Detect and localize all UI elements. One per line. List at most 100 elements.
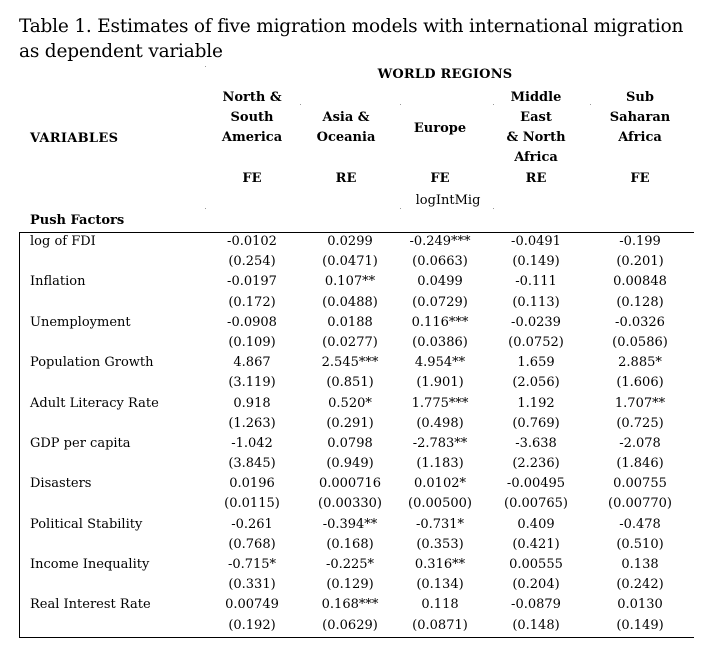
coefficient-cell: -0.0102 [227,234,277,249]
table-caption: Table 1. Estimates of five migration mod… [19,16,684,62]
standard-error-cell: (1.606) [616,375,664,391]
coefficient-cell: 0.116*** [411,314,469,330]
table-row-coefficients: Population Growth 4.867 2.545*** 4.954** 1.6… [0,355,705,375]
standard-error-cell: (0.769) [512,415,560,431]
coefficient-cell: 0.0798 [327,435,373,451]
coefficient-cell: 0.520* [328,395,372,411]
column-header-line: Europe [413,121,467,136]
coefficient-cell: 0.107** [324,274,376,290]
separator-dot [493,208,494,209]
standard-error-cell: (0.113) [512,294,560,310]
variable-name: log of FDI [30,234,96,249]
coefficient-cell: 1.659 [517,355,555,371]
table-row-standard-errors: (0.0115) (0.00330) (0.00500) (0.00765) (0.00… [0,496,705,516]
coefficient-cell: 4.954** [414,355,466,371]
coefficient-cell: -2.783** [412,435,468,451]
separator-dot [400,208,401,209]
standard-error-cell: (0.0871) [412,617,468,633]
standard-error-cell: (0.00765) [504,496,568,512]
separator-dot [493,104,494,105]
coefficient-cell: -0.478 [619,516,661,532]
coefficient-cell: -3.638 [515,435,557,451]
separator-dot [300,104,301,105]
column-header-line: Sub [626,90,654,105]
coefficient-cell: -0.00495 [506,476,566,492]
coefficient-cell: 0.118 [421,597,459,613]
standard-error-cell: (0.128) [616,294,664,310]
column-header-middle-east-north-africa: Middle East & North Africa [496,88,576,168]
standard-error-cell: (0.109) [228,334,276,350]
standard-error-cell: (0.421) [512,536,560,552]
table-row-coefficients: Income Inequality -0.715* -0.225* 0.316** 0.… [0,557,705,577]
standard-error-cell: (0.00330) [318,496,382,512]
table-row-standard-errors: (0.331) (0.129) (0.134) (0.204) (0.242) [0,577,705,597]
standard-error-cell: (1.263) [228,415,276,431]
coefficient-cell: 0.316** [414,557,466,572]
standard-error-cell: (0.0115) [224,496,280,512]
standard-error-cell: (1.901) [416,375,464,391]
standard-error-cell: (0.0471) [322,254,378,270]
standard-error-cell: (0.498) [416,415,464,431]
standard-error-cell: (0.204) [512,577,560,593]
coefficient-cell: 0.000716 [318,476,382,492]
standard-error-cell: (0.949) [326,456,374,472]
variables-header: VARIABLES [30,131,119,146]
column-header-line: Africa [514,150,558,165]
table-row-standard-errors: (0.172) (0.0488) (0.0729) (0.113) (0.128) [0,295,705,315]
standard-error-cell: (0.254) [228,254,276,270]
variable-name: Inflation [30,274,86,290]
column-header-north-south-america: North & South America [212,88,292,148]
coefficient-cell: -0.0197 [227,274,277,290]
variable-name: Adult Literacy Rate [30,395,159,411]
coefficient-cell: -0.261 [231,516,273,532]
table-left-rule [19,232,20,637]
coefficient-cell: 4.867 [233,355,271,371]
coefficient-cell: 0.918 [233,395,271,411]
table-row-coefficients: Real Interest Rate 0.00749 0.168*** 0.118 -0… [0,597,705,617]
coefficient-cell: 0.409 [517,516,555,532]
standard-error-cell: (3.119) [228,375,276,391]
column-header-line: South [230,110,274,125]
coefficient-cell: 0.0188 [327,314,373,330]
model-type-col3: FE [430,171,450,186]
column-header-sub-saharan-africa: Sub Saharan Africa [600,88,680,148]
variable-name: Population Growth [30,355,154,371]
column-header-line: Africa [618,130,662,145]
coefficient-cell: -0.394** [322,516,378,532]
coefficient-cell: -0.0879 [511,597,561,613]
separator-dot [400,104,401,105]
standard-error-cell: (0.0488) [322,294,378,310]
dependent-variable-label: logIntMig [415,193,481,208]
standard-error-cell: (0.242) [616,577,664,593]
table-row-coefficients: Political Stability -0.261 -0.394** -0.731*… [0,517,705,537]
coefficient-cell: -1.042 [231,435,273,451]
standard-error-cell: (1.183) [416,456,464,472]
coefficient-cell: 0.138 [621,557,659,572]
coefficient-cell: 0.00555 [509,557,563,572]
standard-error-cell: (0.0629) [322,617,378,633]
standard-error-cell: (2.236) [512,456,560,472]
coefficient-cell: 0.168*** [321,597,379,613]
standard-error-cell: (0.0752) [508,334,564,350]
standard-error-cell: (0.0663) [412,254,468,270]
standard-error-cell: (0.331) [228,577,276,593]
standard-error-cell: (0.192) [228,617,276,633]
standard-error-cell: (3.845) [228,456,276,472]
standard-error-cell: (0.148) [512,617,560,633]
model-type-col5: FE [630,171,650,186]
coefficient-cell: 0.0499 [417,274,463,290]
table-row-standard-errors: (0.192) (0.0629) (0.0871) (0.148) (0.149) [0,618,705,638]
table-row-coefficients: Adult Literacy Rate 0.918 0.520* 1.775*** 1.… [0,396,705,416]
standard-error-cell: (0.353) [416,536,464,552]
table-row-standard-errors: (1.263) (0.291) (0.498) (0.769) (0.725) [0,416,705,436]
variable-name: Real Interest Rate [30,597,151,613]
column-header-line: America [221,130,283,145]
table-row-coefficients: Disasters 0.0196 0.000716 0.0102* -0.00495 0.… [0,476,705,496]
coefficient-cell: -0.0908 [227,314,277,330]
column-header-line: & North [506,130,566,145]
table-row-coefficients: log of FDI -0.0102 0.0299 -0.249*** -0.0491 -… [0,234,705,254]
standard-error-cell: (0.00500) [408,496,472,512]
coefficient-cell: -0.0239 [511,314,561,330]
table-body: log of FDI -0.0102 0.0299 -0.249*** -0.0491 -… [0,234,705,638]
table-top-rule [19,232,694,233]
